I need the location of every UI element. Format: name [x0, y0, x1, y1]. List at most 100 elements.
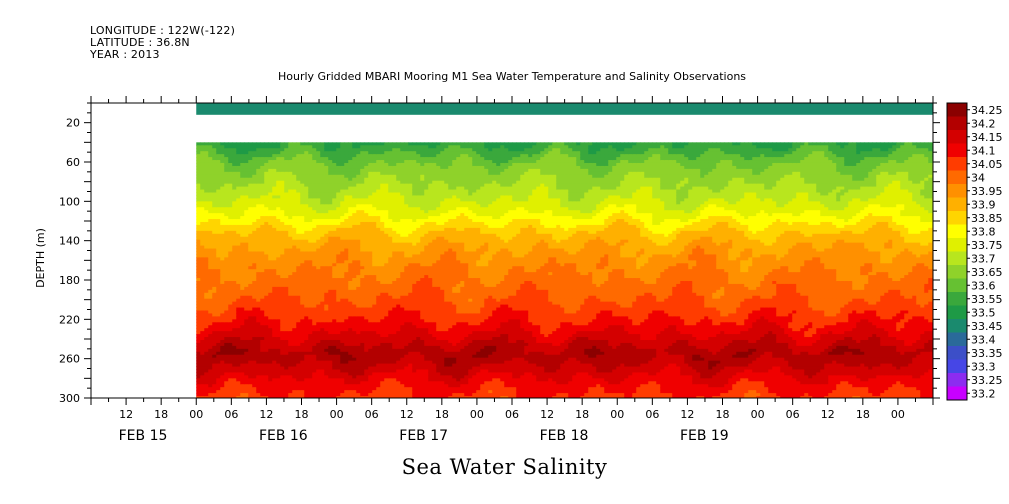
heatmap-cell [376, 165, 381, 170]
heatmap-cell [240, 325, 245, 329]
heatmap-cell [396, 174, 401, 179]
heatmap-cell [344, 289, 349, 294]
heatmap-cell [228, 292, 233, 297]
heatmap-cell [280, 239, 285, 244]
heatmap-cell [224, 289, 229, 294]
heatmap-cell [216, 328, 221, 332]
heatmap-cell [336, 195, 341, 199]
heatmap-cell [216, 357, 221, 362]
heatmap-cell [196, 351, 201, 356]
heatmap-cell [288, 198, 293, 202]
heatmap-cell [344, 180, 349, 185]
heatmap-cell [260, 201, 265, 205]
heatmap-cell [412, 337, 417, 341]
heatmap-cell [408, 345, 413, 350]
heatmap-cell [260, 369, 265, 373]
heatmap-cell [396, 207, 401, 211]
heatmap-cell [408, 339, 413, 344]
heatmap-cell [312, 142, 317, 146]
heatmap-cell [416, 162, 421, 167]
heatmap-cell [304, 307, 309, 311]
heatmap-cell [296, 221, 301, 226]
heatmap-cell [356, 393, 361, 397]
heatmap-cell [348, 280, 353, 285]
heatmap-cell [392, 145, 397, 149]
heatmap-cell [204, 245, 209, 250]
heatmap-cell [316, 319, 321, 323]
heatmap-cell [404, 396, 409, 398]
heatmap-cell [228, 162, 233, 167]
heatmap-cell [232, 322, 237, 326]
heatmap-cell [320, 174, 325, 179]
heatmap-cell [216, 337, 221, 341]
heatmap-cell [416, 257, 421, 261]
heatmap-cell [268, 248, 273, 252]
heatmap-cell [424, 171, 429, 176]
heatmap-cell [360, 301, 365, 306]
heatmap-cell [248, 387, 253, 391]
heatmap-cell [204, 384, 209, 388]
heatmap-cell [416, 266, 421, 270]
heatmap-cell [280, 174, 285, 179]
heatmap-cell [340, 316, 345, 320]
heatmap-cell [280, 151, 285, 155]
heatmap-cell [200, 378, 205, 382]
heatmap-cell [312, 210, 317, 214]
heatmap-cell [312, 171, 317, 176]
heatmap-cell [412, 221, 417, 226]
heatmap-cell [260, 213, 265, 217]
heatmap-cell [340, 384, 345, 388]
heatmap-cell [204, 221, 209, 226]
heatmap-cell [316, 224, 321, 229]
heatmap-cell [220, 151, 225, 155]
heatmap-cell [300, 298, 305, 303]
heatmap-cell [332, 245, 337, 250]
heatmap-cell [212, 322, 217, 326]
heatmap-cell [356, 378, 361, 382]
heatmap-cell [296, 186, 301, 191]
heatmap-cell [308, 260, 313, 264]
heatmap-cell [340, 366, 345, 370]
heatmap-cell [328, 280, 333, 285]
heatmap-cell [320, 263, 325, 267]
heatmap-cell [360, 216, 365, 220]
heatmap-cell [324, 269, 329, 273]
heatmap-cell [396, 236, 401, 241]
heatmap-cell [404, 339, 409, 344]
heatmap-cell [196, 160, 201, 164]
heatmap-cell [420, 165, 425, 170]
heatmap-cell [336, 165, 341, 170]
heatmap-cell [316, 251, 321, 255]
heatmap-cell [340, 195, 345, 199]
heatmap-cell [400, 331, 405, 335]
heatmap-cell [304, 201, 309, 205]
heatmap-cell [264, 233, 269, 238]
heatmap-cell [400, 375, 405, 379]
heatmap-cell [320, 325, 325, 329]
heatmap-cell [208, 248, 213, 252]
heatmap-cell [340, 372, 345, 376]
heatmap-cell [224, 339, 229, 344]
heatmap-cell [384, 263, 389, 267]
heatmap-cell [320, 192, 325, 196]
heatmap-cell [364, 316, 369, 320]
heatmap-cell [372, 189, 377, 193]
heatmap-cell [228, 289, 233, 294]
heatmap-cell [376, 145, 381, 149]
heatmap-cell [316, 162, 321, 167]
heatmap-cell [216, 334, 221, 338]
heatmap-cell [284, 292, 289, 297]
heatmap-cell [264, 307, 269, 311]
heatmap-cell [252, 168, 257, 173]
heatmap-cell [228, 393, 233, 397]
heatmap-cell [328, 266, 333, 270]
heatmap-cell [264, 213, 269, 217]
heatmap-cell [200, 357, 205, 362]
heatmap-cell [392, 372, 397, 376]
heatmap-cell [276, 390, 281, 394]
heatmap-cell [284, 195, 289, 199]
heatmap-cell [344, 157, 349, 161]
heatmap-cell [416, 177, 421, 182]
heatmap-cell [212, 154, 217, 158]
heatmap-cell [392, 316, 397, 320]
